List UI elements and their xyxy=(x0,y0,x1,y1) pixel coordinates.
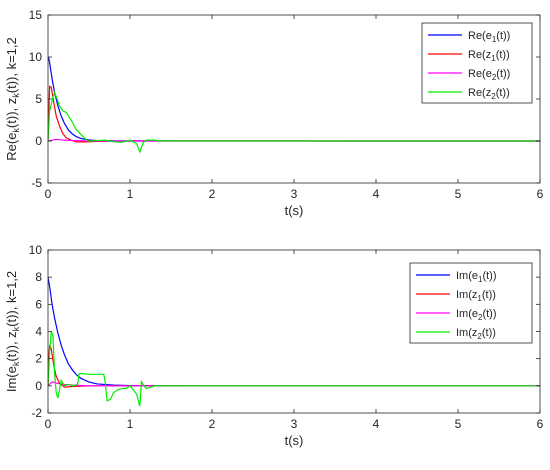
text-part: Im(z xyxy=(456,289,477,301)
y-tick-label: 2 xyxy=(35,352,42,366)
text-part: Re(e xyxy=(4,133,19,161)
x-tick-label: 0 xyxy=(45,417,52,431)
text-part: Re(e xyxy=(468,68,492,80)
subscript: 1 xyxy=(491,54,496,63)
subscript: 1 xyxy=(477,294,482,303)
text-part: (t)) xyxy=(496,68,510,80)
subscript: 2 xyxy=(478,313,483,322)
x-tick-label: 2 xyxy=(209,417,216,431)
y-tick-label: 6 xyxy=(35,297,42,311)
legend-entry: Im(z2(t)) xyxy=(456,327,496,341)
x-tick-label: 6 xyxy=(537,187,544,201)
legend-entry: Im(e2(t)) xyxy=(456,308,497,322)
legend-entry: Re(z2(t)) xyxy=(468,87,510,101)
y-tick-label: 15 xyxy=(29,8,43,22)
series-line-4 xyxy=(48,90,540,154)
y-axis-label: Re(ek(t)), zk(t)), k=1,2 xyxy=(4,37,21,161)
y-tick-label: 10 xyxy=(29,243,43,257)
y-tick-label: 0 xyxy=(35,134,42,148)
text-part: (t)) xyxy=(482,327,496,339)
subscript: 2 xyxy=(491,92,496,101)
x-tick-label: 1 xyxy=(127,417,134,431)
text-part: (t)), z xyxy=(4,331,19,361)
x-tick-label: 6 xyxy=(537,417,544,431)
text-part: (t)) xyxy=(482,270,496,282)
y-tick-label: -5 xyxy=(31,176,42,190)
x-tick-label: 2 xyxy=(209,187,216,201)
subscript: 2 xyxy=(492,73,497,82)
text-part: Im(e xyxy=(456,270,478,282)
legend-entry: Re(z1(t)) xyxy=(468,49,510,63)
legend-entry: Re(e1(t)) xyxy=(468,30,510,44)
x-tick-label: 3 xyxy=(291,417,298,431)
y-tick-label: 5 xyxy=(35,92,42,106)
y-tick-label: -2 xyxy=(31,406,42,420)
subscript: 1 xyxy=(492,35,497,44)
text-part: Re(e xyxy=(468,30,492,42)
legend-entry: Im(z1(t)) xyxy=(456,289,496,303)
x-tick-label: 4 xyxy=(373,187,380,201)
text-part: (t)), k=1,2 xyxy=(4,271,19,327)
text-part: (t)), k=1,2 xyxy=(4,37,19,93)
subscript: k xyxy=(11,128,21,133)
legend: Im(e1(t))Im(z1(t))Im(e2(t))Im(z2(t)) xyxy=(409,262,533,344)
x-tick-label: 4 xyxy=(373,417,380,431)
legend-entry: Re(e2(t)) xyxy=(468,68,510,82)
x-tick-label: 1 xyxy=(127,187,134,201)
text-part: (t)) xyxy=(482,308,496,320)
x-tick-label: 5 xyxy=(455,417,462,431)
x-tick-label: 0 xyxy=(45,187,52,201)
text-part: Re(z xyxy=(468,87,491,99)
series-line-4 xyxy=(48,331,540,407)
text-part: (t)) xyxy=(496,87,510,99)
subscript: k xyxy=(11,361,21,366)
subscript: k xyxy=(11,93,21,98)
text-part: Im(e xyxy=(456,308,478,320)
x-tick-label: 3 xyxy=(291,187,298,201)
y-tick-label: 8 xyxy=(35,270,42,284)
y-tick-label: 0 xyxy=(35,379,42,393)
text-part: Re(z xyxy=(468,49,491,61)
subscript: k xyxy=(11,326,21,331)
text-part: (t)), z xyxy=(4,98,19,128)
subscript: 2 xyxy=(477,332,482,341)
subscript: 1 xyxy=(478,275,483,284)
x-axis-label: t(s) xyxy=(285,433,304,448)
y-tick-label: 10 xyxy=(29,50,43,64)
y-tick-label: 4 xyxy=(35,325,42,339)
y-axis-label: Im(ek(t)), zk(t)), k=1,2 xyxy=(4,271,21,392)
x-axis-label: t(s) xyxy=(285,203,304,218)
legend-box xyxy=(421,22,533,104)
text-part: Im(z xyxy=(456,327,477,339)
legend-entry: Im(e1(t)) xyxy=(456,270,497,284)
legend: Re(e1(t))Re(z1(t))Re(e2(t))Re(z2(t)) xyxy=(421,22,533,104)
text-part: (t)) xyxy=(496,49,510,61)
text-part: (t)) xyxy=(482,289,496,301)
x-tick-label: 5 xyxy=(455,187,462,201)
text-part: (t)) xyxy=(496,30,510,42)
legend-box xyxy=(409,262,533,344)
text-part: Im(e xyxy=(4,366,19,392)
